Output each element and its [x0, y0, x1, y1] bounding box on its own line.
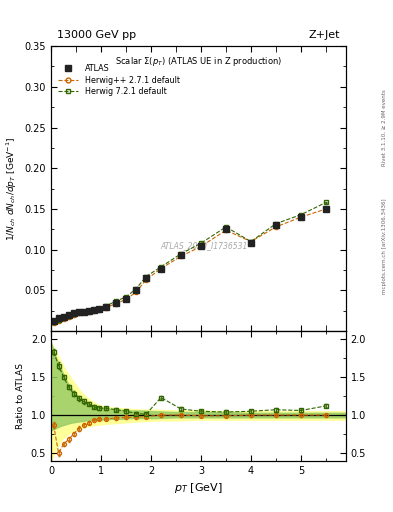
Text: Scalar $\Sigma(p_T)$ (ATLAS UE in Z production): Scalar $\Sigma(p_T)$ (ATLAS UE in Z prod… — [115, 55, 282, 68]
Text: Rivet 3.1.10, ≥ 2.9M events: Rivet 3.1.10, ≥ 2.9M events — [382, 90, 387, 166]
Text: mcplots.cern.ch [arXiv:1306.3436]: mcplots.cern.ch [arXiv:1306.3436] — [382, 198, 387, 293]
Text: 13000 GeV pp: 13000 GeV pp — [57, 30, 136, 40]
Y-axis label: 1/$N_{ch}$ $dN_{ch}/dp_T$ [GeV$^{-1}$]: 1/$N_{ch}$ $dN_{ch}/dp_T$ [GeV$^{-1}$] — [5, 137, 19, 241]
Legend: ATLAS, Herwig++ 2.7.1 default, Herwig 7.2.1 default: ATLAS, Herwig++ 2.7.1 default, Herwig 7.… — [58, 65, 180, 96]
Text: Z+Jet: Z+Jet — [309, 30, 340, 40]
X-axis label: $p_T$ [GeV]: $p_T$ [GeV] — [174, 481, 223, 495]
Text: ATLAS_2019_I1736531: ATLAS_2019_I1736531 — [161, 241, 248, 250]
Y-axis label: Ratio to ATLAS: Ratio to ATLAS — [16, 363, 25, 429]
